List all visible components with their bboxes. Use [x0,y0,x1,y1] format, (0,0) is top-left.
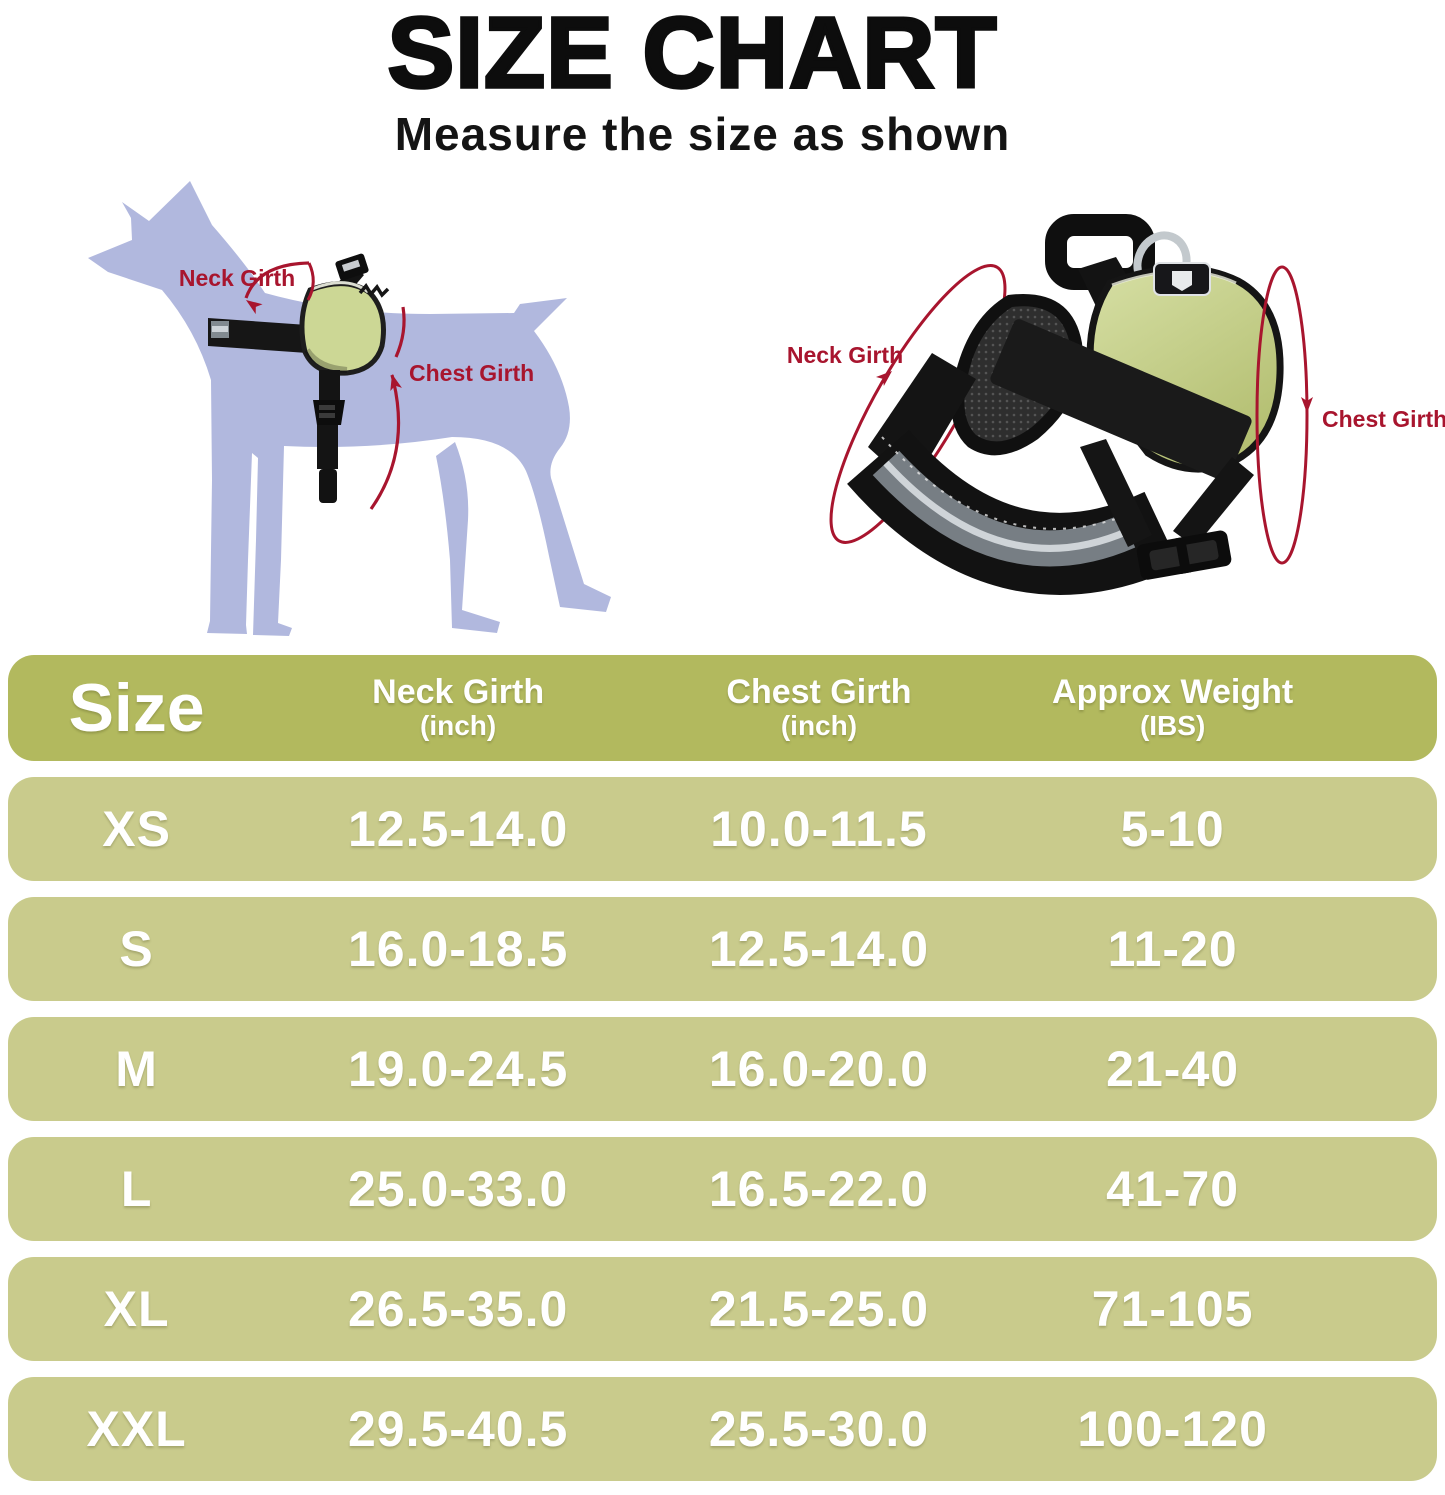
strap-adjuster [1136,530,1232,580]
dog-neck-girth-label: Neck Girth [179,265,295,291]
dog-far-rear-leg [436,442,500,633]
neck-girth-arc-left [244,261,310,299]
page-title: SIZE CHART [386,0,999,109]
harness-strap-lower [317,425,338,469]
harness-vest-shadow [304,348,348,373]
dog-chest-girth-label: Chest Girth [409,360,534,386]
table-row-xl: XL 26.5-35.0 21.5-25.0 71-105 [8,1257,1437,1361]
approx-weight-value: 5-10 [1120,801,1225,857]
approx-weight-value: 71-105 [1091,1281,1254,1337]
column-header-unit: (inch) [420,710,497,742]
photo-chest-girth-ellipse [1255,265,1309,565]
size-value: XXL [86,1401,187,1457]
chest-girth-value: 12.5-14.0 [708,921,930,977]
neck-girth-value: 25.0-33.0 [347,1161,569,1217]
photo-chest-girth-label: Chest Girth [1322,406,1445,432]
size-value: XS [102,801,171,857]
chest-girth-arc-lower [369,374,401,510]
chest-girth-value: 10.0-11.5 [710,801,928,857]
chest-girth-value: 25.5-30.0 [708,1401,930,1457]
harness-top-buckle [335,253,369,281]
buckle-slot [319,405,335,410]
approx-weight-value: 11-20 [1107,921,1238,977]
size-value: S [119,921,154,977]
velcro-band [990,319,1252,481]
neck-girth-arrowhead [246,300,263,315]
harness-side-buckle [313,400,345,425]
neck-girth-value: 12.5-14.0 [347,801,569,857]
photo-neck-arrowhead [875,371,892,387]
neck-girth-value: 19.0-24.5 [347,1041,569,1097]
chest-girth-value: 21.5-25.0 [708,1281,930,1337]
chest-girth-arc-upper [394,306,406,358]
neck-girth-value: 29.5-40.5 [347,1401,569,1457]
dog-measurement-diagram: Neck Girth Chest Girth [88,181,611,636]
table-row-l: L 25.0-33.0 16.5-22.0 41-70 [8,1137,1437,1241]
approx-weight-value: 41-70 [1106,1161,1240,1217]
dog-silhouette [88,181,611,636]
size-value: L [120,1161,153,1217]
harness-velcro-teeth [358,283,390,298]
approx-weight-value: 21-40 [1106,1041,1240,1097]
column-header-neck-girth: Neck Girth (inch) [265,673,651,742]
harness-strap-end [319,469,337,503]
column-header-unit: (inch) [780,710,858,742]
table-row-xs: XS 12.5-14.0 10.0-11.5 5-10 [8,777,1437,881]
table-row-xxl: XXL 29.5-40.5 25.5-30.0 100-120 [8,1377,1437,1481]
neck-girth-arc-right [306,262,315,301]
column-header-size: Size [68,670,205,746]
harness-photo-diagram: Neck Girth Chest Girth [787,214,1445,595]
column-header-label: Chest Girth [726,673,912,712]
chest-girth-value: 16.5-22.0 [708,1161,930,1217]
chest-girth-arrowhead [390,374,402,392]
chest-girth-value: 16.0-20.0 [708,1041,930,1097]
under-strap [1080,439,1152,547]
buckle-slot [319,413,335,418]
photo-chest-arrowhead [1301,397,1313,413]
column-header-unit: (IBS) [1139,710,1206,742]
right-strap [1173,457,1254,547]
harness-belly-strap [319,370,340,400]
table-row-m: M 19.0-24.5 16.0-20.0 21-40 [8,1017,1437,1121]
column-header-label: Approx Weight [1052,673,1294,712]
harness-reflective-stripe [212,326,228,332]
neck-girth-value: 26.5-35.0 [347,1281,569,1337]
size-value: M [115,1041,158,1097]
column-header-label: Neck Girth [372,673,545,712]
neck-girth-value: 16.0-18.5 [347,921,569,977]
column-header-approx-weight: Approx Weight (IBS) [987,673,1359,742]
column-header-chest-girth: Chest Girth (inch) [651,673,987,742]
table-row-s: S 16.0-18.5 12.5-14.0 11-20 [8,897,1437,1001]
photo-neck-girth-label: Neck Girth [787,342,903,368]
size-value: XL [103,1281,170,1337]
page-subtitle: Measure the size as shown [394,108,1011,160]
badge-shield-icon [1172,271,1192,291]
reflective-band-highlight [883,460,1130,552]
size-table: Size Neck Girth (inch) Chest Girth (inch… [8,655,1437,1495]
approx-weight-value: 100-120 [1077,1401,1268,1457]
table-header-row: Size Neck Girth (inch) Chest Girth (inch… [8,655,1437,761]
